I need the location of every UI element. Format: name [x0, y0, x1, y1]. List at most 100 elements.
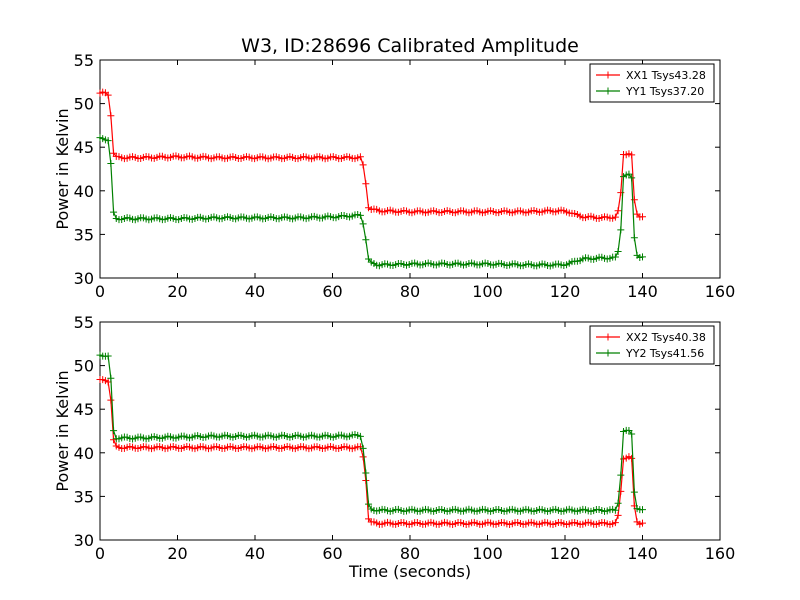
legend-marker	[604, 71, 612, 79]
data-point-marker	[628, 454, 636, 462]
data-point-marker	[611, 506, 619, 514]
subplot-1: Power in Kelvin 0 20 40 60 80 100 120 140 160 30 35…	[53, 51, 735, 301]
legend-box	[589, 325, 715, 365]
x-tick-label: 140	[627, 544, 658, 563]
data-point-marker	[107, 396, 115, 404]
data-point-marker	[359, 444, 367, 452]
data-point-marker	[611, 213, 619, 221]
series-1	[96, 88, 646, 222]
data-point-marker	[104, 352, 112, 360]
data-point-marker	[617, 226, 625, 234]
legend-label: XX1 Tsys43.28	[626, 69, 706, 82]
data-point-marker	[110, 208, 118, 216]
data-point-marker	[107, 112, 115, 120]
data-point-marker	[614, 511, 622, 519]
x-tick-label: 0	[95, 544, 105, 563]
data-point-marker	[359, 161, 367, 169]
x-tick-label: 120	[550, 544, 581, 563]
y-tick-label: 30	[74, 531, 94, 550]
x-tick-label: 100	[472, 544, 503, 563]
legend: XX2 Tsys40.38 YY2 Tsys41.56	[589, 325, 715, 365]
data-point-marker	[614, 207, 622, 215]
y-tick-label: 45	[74, 138, 94, 157]
legend-entry: XX2 Tsys40.38	[596, 331, 706, 344]
x-tick-label: 80	[400, 544, 420, 563]
data-point-marker	[356, 432, 364, 440]
y-tick-label: 50	[74, 95, 94, 114]
x-tick-label: 0	[95, 282, 105, 301]
data-point-marker	[611, 519, 619, 527]
x-tick-label: 120	[550, 282, 581, 301]
data-point-marker	[110, 427, 118, 435]
y-tick-label: 35	[74, 487, 94, 506]
data-point-marker	[107, 374, 115, 382]
data-point-marker	[617, 487, 625, 495]
x-tick-label: 20	[167, 282, 187, 301]
x-tick-label: 80	[400, 282, 420, 301]
data-point-marker	[639, 213, 646, 221]
data-point-marker	[628, 174, 636, 182]
x-tick-label: 160	[705, 282, 736, 301]
data-point-marker	[625, 170, 633, 178]
y-axis-title: Power in Kelvin	[53, 108, 72, 229]
data-point-marker	[630, 234, 638, 242]
legend-label: YY2 Tsys41.56	[625, 347, 704, 360]
data-point-marker	[107, 159, 115, 167]
x-tick-label: 60	[322, 282, 342, 301]
data-point-marker	[611, 253, 619, 261]
legend-entry: XX1 Tsys43.28	[596, 69, 706, 82]
data-point-marker	[630, 488, 638, 496]
y-tick-label: 50	[74, 357, 94, 376]
x-tick-label: 60	[322, 544, 342, 563]
subplot-group: Power in Kelvin 0 20 40 60 80 100 120 140 160 30 35…	[53, 51, 735, 563]
legend-label: XX2 Tsys40.38	[626, 331, 706, 344]
data-point-marker	[362, 180, 370, 188]
series-2	[96, 351, 646, 515]
data-point-marker	[628, 151, 636, 159]
data-point-marker	[359, 220, 367, 228]
data-point-marker	[104, 91, 112, 99]
data-point-marker	[630, 196, 638, 204]
data-point-marker	[365, 500, 373, 508]
y-tick-label: 40	[74, 182, 94, 201]
data-point-marker	[359, 453, 367, 461]
data-point-marker	[356, 153, 364, 161]
data-point-marker	[639, 519, 646, 527]
y-tick-label: 55	[74, 313, 94, 332]
x-tick-label: 160	[705, 544, 736, 563]
x-tick-label: 140	[627, 282, 658, 301]
series-2	[96, 134, 646, 270]
y-tick-label: 40	[74, 444, 94, 463]
data-point-marker	[362, 236, 370, 244]
legend: XX1 Tsys43.28 YY1 Tsys37.20	[589, 63, 715, 103]
x-tick-label: 40	[245, 282, 265, 301]
x-tick-label: 20	[167, 544, 187, 563]
data-point-marker	[628, 430, 636, 438]
data-point-marker	[104, 137, 112, 145]
y-axis-title: Power in Kelvin	[53, 370, 72, 491]
legend-marker	[604, 87, 612, 95]
legend-entry: YY1 Tsys37.20	[596, 85, 704, 98]
y-tick-label: 35	[74, 225, 94, 244]
y-tick-label: 45	[74, 400, 94, 419]
data-point-marker	[614, 499, 622, 507]
y-tick-label: 30	[74, 269, 94, 288]
data-point-marker	[639, 253, 646, 261]
y-tick-label: 55	[74, 51, 94, 70]
chart-title: W3, ID:28696 Calibrated Amplitude	[241, 35, 579, 57]
legend-marker	[604, 349, 612, 357]
data-point-marker	[614, 248, 622, 256]
legend-box	[589, 63, 715, 103]
subplot-2: Power in Kelvin 0 20 40 60 80 100 120 140 160 30 35…	[53, 313, 735, 563]
legend-label: YY1 Tsys37.20	[625, 85, 704, 98]
series-1	[96, 376, 646, 528]
data-point-marker	[639, 506, 646, 514]
legend-marker	[604, 333, 612, 341]
x-tick-label: 100	[472, 282, 503, 301]
data-point-marker	[617, 471, 625, 479]
x-axis-title: Time (seconds)	[348, 562, 471, 581]
data-point-marker	[362, 469, 370, 477]
x-tick-label: 40	[245, 544, 265, 563]
